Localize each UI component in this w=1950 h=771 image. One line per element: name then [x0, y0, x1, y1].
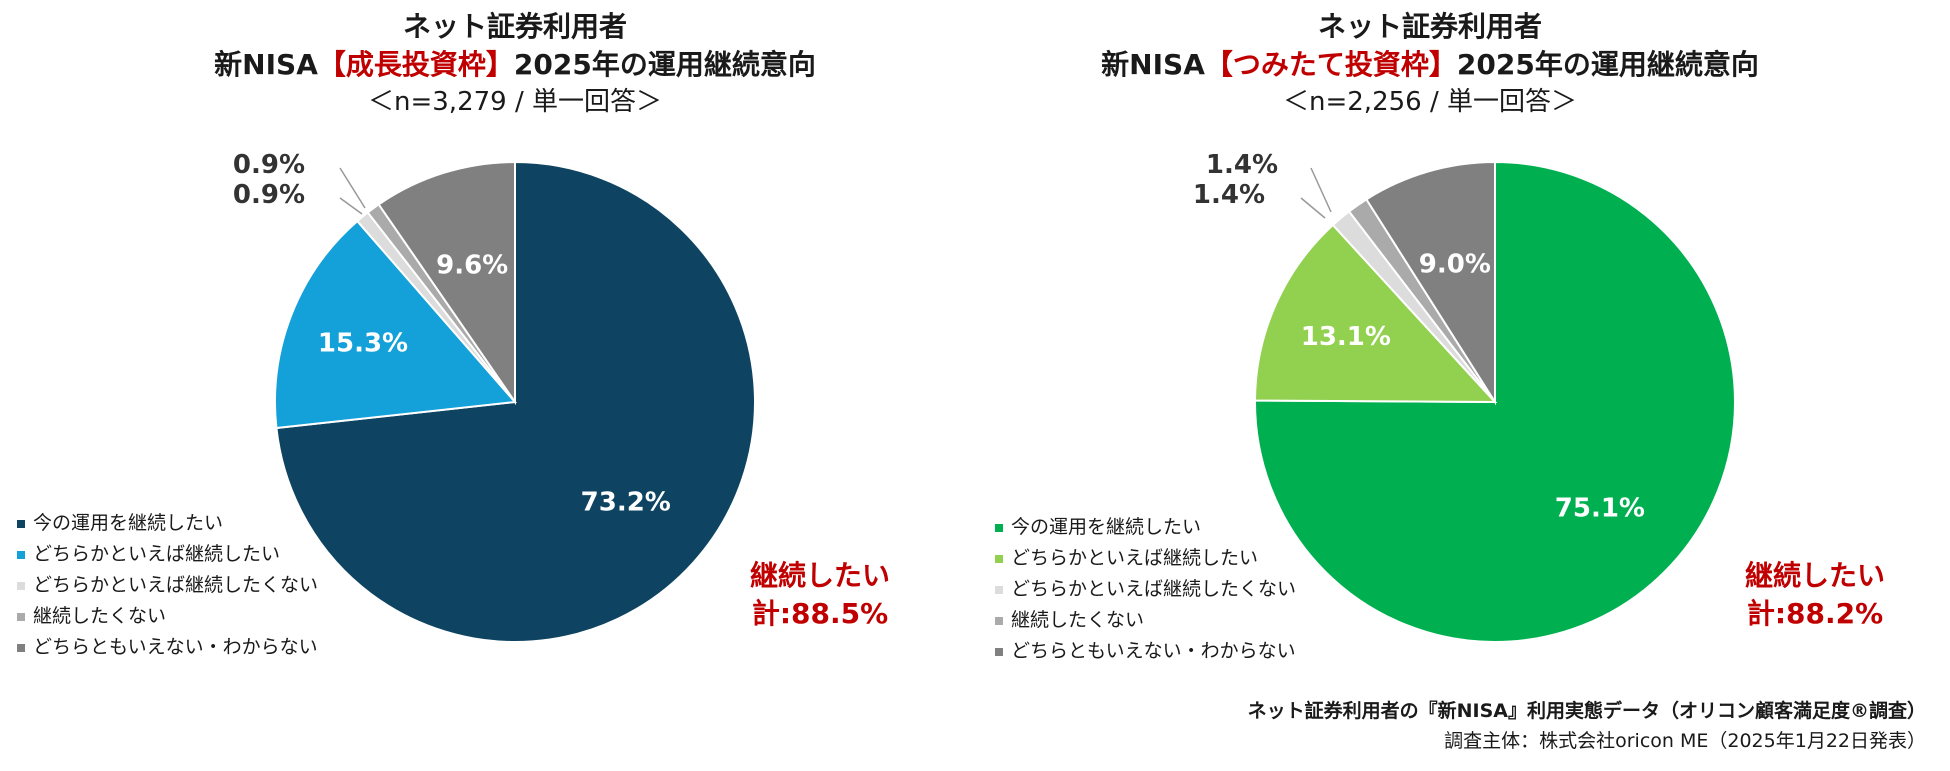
- subtitle-accent: 【つみたて投資枠】: [1204, 48, 1457, 81]
- legend-label: どちらかといえば継続したくない: [33, 574, 319, 596]
- pie-slice-5: [1365, 160, 1496, 406]
- data-label: 13.1%: [1301, 322, 1391, 352]
- subtitle-suffix: 2025年の運用継続意向: [1456, 48, 1759, 81]
- legend-item: どちらかといえば継続したい: [995, 543, 1296, 574]
- data-label: 1.4%: [1193, 180, 1265, 210]
- chart-panel-tsumitate: ネット証券利用者 新NISA【つみたて投資枠】2025年の運用継続意向 ＜n=2…: [975, 0, 1950, 771]
- legend-label: どちらともいえない・わからない: [33, 636, 318, 658]
- legend-item: 継続したくない: [995, 605, 1296, 636]
- chart-subtitle: 新NISA【つみたて投資枠】2025年の運用継続意向: [915, 46, 1945, 84]
- legend-item: どちらともいえない・わからない: [17, 632, 318, 663]
- total-label: 継続したい: [750, 559, 891, 592]
- data-label: 1.4%: [1206, 150, 1278, 180]
- legend-swatch: [995, 523, 1003, 532]
- total-annotation-growth: 継続したい 計:88.5%: [750, 557, 890, 633]
- subtitle-prefix: 新NISA: [1101, 48, 1205, 81]
- legend-swatch: [17, 612, 25, 621]
- sample-size: ＜n=2,256 / 単一回答＞: [1283, 87, 1577, 117]
- data-label: 0.9%: [233, 180, 305, 210]
- sample-size: ＜n=3,279 / 単一回答＞: [368, 87, 662, 117]
- legend-swatch: [995, 616, 1003, 625]
- data-label: 0.9%: [233, 150, 305, 180]
- data-label: 75.1%: [1555, 494, 1645, 524]
- legend-item: どちらともいえない・わからない: [995, 636, 1296, 667]
- chart-subtitle: 新NISA【成長投資枠】2025年の運用継続意向: [0, 46, 1030, 84]
- legend-growth: 今の運用を継続したい どちらかといえば継続したい どちらかといえば継続したくない…: [17, 508, 318, 663]
- pie-chart-tsumitate: 75.1% 13.1% 1.4%1.4% 9.0%: [1193, 150, 1736, 643]
- total-annotation-tsumitate: 継続したい 計:88.2%: [1745, 557, 1885, 633]
- legend-item: 今の運用を継続したい: [17, 508, 318, 539]
- legend-label: どちらかといえば継続したい: [33, 543, 281, 565]
- pie-slice-5: [377, 160, 516, 406]
- pie-chart-growth: 73.2% 15.3% 0.9%0.9% 9.6%: [233, 150, 756, 643]
- leader-line: [1310, 167, 1332, 213]
- pie-slice-2: [1253, 223, 1498, 404]
- legend-label: 今の運用を継続したい: [1011, 516, 1202, 538]
- legend-swatch: [17, 550, 25, 559]
- legend-swatch: [995, 585, 1003, 594]
- data-label: 9.6%: [436, 251, 508, 281]
- legend-label: 今の運用を継続したい: [33, 512, 224, 534]
- source-note: ネット証券利用者の『新NISA』利用実態データ（オリコン顧客満足度®調査）: [1247, 700, 1926, 722]
- legend-swatch: [995, 647, 1003, 656]
- leader-line: [1300, 197, 1326, 219]
- legend-swatch: [995, 554, 1003, 563]
- subtitle-prefix: 新NISA: [214, 48, 318, 81]
- data-label: 73.2%: [581, 487, 671, 517]
- legend-item: 継続したくない: [17, 601, 318, 632]
- legend-swatch: [17, 519, 25, 528]
- legend-tsumitate: 今の運用を継続したい どちらかといえば継続したい どちらかといえば継続したくない…: [995, 512, 1296, 667]
- legend-item: どちらかといえば継続したくない: [995, 574, 1296, 605]
- data-label: 9.0%: [1419, 250, 1491, 280]
- total-label: 継続したい: [1745, 559, 1886, 592]
- total-value: 計:88.5%: [751, 597, 889, 630]
- legend-item: どちらかといえば継続したい: [17, 539, 318, 570]
- total-value: 計:88.2%: [1746, 597, 1884, 630]
- legend-item: 今の運用を継続したい: [995, 512, 1296, 543]
- source-credit: 調査主体：株式会社oricon ME（2025年1月22日発表）: [1444, 730, 1926, 752]
- chart-title-tsumitate: ネット証券利用者 新NISA【つみたて投資枠】2025年の運用継続意向 ＜n=2…: [915, 8, 1945, 120]
- legend-label: どちらともいえない・わからない: [1011, 640, 1296, 662]
- legend-label: どちらかといえば継続したくない: [1011, 578, 1297, 600]
- legend-label: どちらかといえば継続したい: [1011, 547, 1259, 569]
- data-label: 15.3%: [318, 329, 408, 359]
- leader-line: [339, 167, 366, 209]
- leader-line: [339, 197, 363, 215]
- legend-label: 継続したくない: [1011, 609, 1145, 631]
- legend-item: どちらかといえば継続したくない: [17, 570, 318, 601]
- subtitle-accent: 【成長投資枠】: [317, 48, 514, 81]
- subtitle-suffix: 2025年の運用継続意向: [513, 48, 816, 81]
- chart-title-line1: ネット証券利用者: [1317, 10, 1542, 43]
- chart-title-line1: ネット証券利用者: [402, 10, 627, 43]
- legend-swatch: [17, 643, 25, 652]
- pie-slice-2: [274, 219, 518, 430]
- chart-panel-growth: ネット証券利用者 新NISA【成長投資枠】2025年の運用継続意向 ＜n=3,2…: [17, 10, 890, 663]
- chart-title-growth: ネット証券利用者 新NISA【成長投資枠】2025年の運用継続意向 ＜n=3,2…: [0, 8, 1030, 120]
- legend-label: 継続したくない: [33, 605, 167, 627]
- legend-swatch: [17, 581, 25, 590]
- pie-slice-1: [1254, 160, 1736, 643]
